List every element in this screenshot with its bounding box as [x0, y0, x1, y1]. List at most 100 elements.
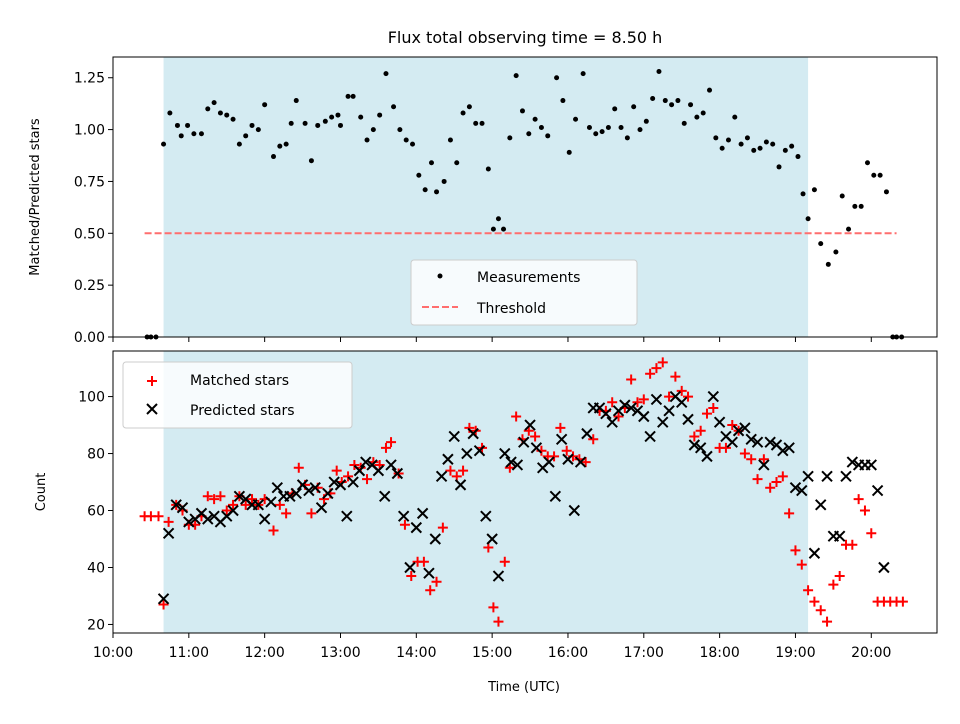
x-tick-label: 20:00 — [851, 645, 891, 661]
measurement-point — [370, 127, 376, 133]
predicted-point — [429, 533, 441, 545]
matched-point — [425, 585, 436, 596]
measurement-point — [217, 110, 223, 116]
matched-point — [822, 616, 833, 627]
measurement-point — [757, 145, 763, 151]
predicted-point — [865, 459, 877, 471]
measurement-point — [833, 249, 839, 255]
predicted-point — [688, 439, 701, 451]
top-series-measurements — [144, 69, 905, 340]
predicted-point — [568, 504, 580, 517]
measurement-point — [612, 106, 618, 112]
predicted-point — [416, 507, 429, 520]
measurement-point — [454, 160, 460, 166]
matched-point — [727, 420, 738, 431]
matched-point — [221, 505, 232, 516]
legend-predicted-marker — [146, 403, 158, 415]
measurement-point — [283, 141, 289, 147]
top-y-tick-label: 0.00 — [74, 330, 105, 346]
measurement-point — [230, 116, 236, 122]
measurement-point — [416, 172, 422, 178]
predicted-point — [619, 399, 631, 411]
measurement-point — [643, 118, 649, 124]
predicted-point — [650, 393, 663, 406]
measurement-point — [650, 95, 656, 101]
bottom-y-axis-label: Count — [34, 473, 49, 512]
top-y-tick-label: 1.00 — [74, 123, 105, 139]
x-axis-label: Time (UTC) — [487, 680, 560, 695]
predicted-point — [745, 433, 757, 446]
x-tick-label: 12:00 — [244, 645, 284, 661]
matched-point — [580, 457, 591, 468]
measurement-point — [410, 141, 416, 147]
measurement-point — [329, 114, 335, 120]
predicted-point — [751, 436, 764, 448]
matched-point — [771, 477, 782, 488]
top-y-tick-label: 1.25 — [74, 71, 105, 87]
measurement-point — [161, 141, 167, 147]
matched-point — [268, 525, 279, 536]
measurement-point — [763, 139, 769, 145]
predicted-point — [840, 470, 852, 483]
matched-point — [437, 522, 448, 533]
x-tick-label: 11:00 — [169, 645, 209, 661]
matched-point — [853, 494, 864, 505]
measurement-point — [713, 135, 719, 141]
predicted-point — [341, 510, 353, 522]
matched-point — [701, 408, 712, 419]
measurement-point — [776, 164, 782, 170]
predicted-point — [802, 470, 814, 483]
matched-point — [343, 471, 354, 482]
predicted-point — [530, 442, 543, 454]
measurement-point — [447, 137, 453, 143]
legend-predicted-label: Predicted stars — [190, 403, 295, 419]
legend-top: Measurements Threshold — [410, 259, 638, 326]
predicted-point — [833, 530, 846, 542]
matched-point — [720, 442, 731, 453]
matched-point — [549, 451, 560, 462]
matched-point — [399, 519, 410, 530]
predicted-point — [808, 547, 821, 559]
predicted-point — [505, 456, 517, 468]
measurement-point — [883, 189, 889, 195]
predicted-point — [480, 510, 492, 522]
matched-point — [588, 434, 599, 445]
matched-point — [362, 474, 373, 485]
measurement-point — [782, 147, 788, 153]
predicted-point — [353, 464, 366, 477]
measurement-point — [335, 112, 341, 118]
panel-ratio: 0.00 0.25 0.50 0.75 1.00 1.25 — [74, 56, 938, 346]
measurement-point — [236, 141, 242, 147]
measurement-point — [825, 261, 831, 267]
measurement-point — [271, 154, 277, 160]
measurement-point — [167, 110, 173, 116]
predicted-point — [657, 416, 669, 428]
predicted-point — [821, 470, 833, 483]
matched-point — [202, 491, 213, 502]
matched-point — [676, 385, 687, 396]
matched-point — [790, 545, 801, 556]
matched-point — [163, 516, 174, 527]
measurement-point — [694, 114, 700, 120]
predicted-point — [694, 442, 707, 454]
predicted-point — [777, 444, 789, 457]
legend-bottom-frame — [122, 361, 353, 429]
predicted-point — [707, 390, 720, 403]
predicted-point — [385, 459, 397, 471]
measurement-point — [205, 106, 211, 112]
matched-point — [380, 442, 391, 453]
matched-point — [561, 445, 572, 456]
measurement-point — [249, 122, 255, 128]
matched-point — [638, 394, 649, 405]
predicted-point — [492, 570, 505, 582]
predicted-point — [758, 459, 770, 471]
measurement-point — [288, 120, 294, 126]
matched-point — [613, 411, 624, 422]
top-y-tick-label: 0.25 — [74, 278, 105, 294]
measurement-point — [675, 98, 681, 104]
predicted-point — [435, 470, 448, 483]
predicted-point — [562, 453, 574, 465]
measurement-point — [377, 112, 383, 118]
measurement-point — [495, 216, 501, 222]
measurement-point — [789, 143, 795, 149]
